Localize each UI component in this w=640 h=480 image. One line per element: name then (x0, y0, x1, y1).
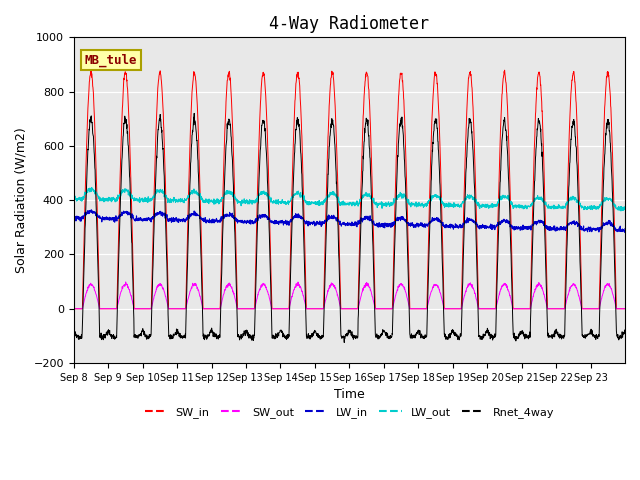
Rnet_4way (383, 330, 390, 336)
Title: 4-Way Radiometer: 4-Way Radiometer (269, 15, 429, 33)
SW_in (500, 67, 508, 73)
Line: Rnet_4way: Rnet_4way (74, 113, 625, 343)
SW_out (122, 279, 129, 285)
LW_in (516, 225, 524, 230)
Rnet_4way (340, 340, 348, 346)
Rnet_4way (516, 332, 524, 338)
LW_out (244, 201, 252, 207)
Line: SW_in: SW_in (74, 70, 625, 309)
Legend: SW_in, SW_out, LW_in, LW_out, Rnet_4way: SW_in, SW_out, LW_in, LW_out, Rnet_4way (140, 403, 559, 422)
LW_out (547, 204, 554, 210)
LW_in (70, 214, 77, 220)
Rnet_4way (614, 335, 621, 340)
SW_in (516, 306, 524, 312)
SW_in (125, 114, 132, 120)
LW_in (621, 229, 628, 235)
SW_in (383, 306, 390, 312)
Line: LW_in: LW_in (74, 210, 625, 232)
SW_out (621, 306, 629, 312)
Y-axis label: Solar Radiation (W/m2): Solar Radiation (W/m2) (15, 127, 28, 273)
SW_out (614, 306, 621, 312)
SW_out (516, 306, 524, 312)
SW_in (70, 306, 77, 312)
LW_in (125, 212, 133, 217)
SW_out (125, 287, 133, 292)
SW_out (547, 306, 554, 312)
SW_out (244, 306, 252, 312)
LW_out (617, 208, 625, 214)
Rnet_4way (244, 330, 252, 336)
Rnet_4way (70, 326, 77, 332)
Rnet_4way (547, 334, 555, 340)
LW_out (621, 204, 629, 210)
SW_out (383, 306, 390, 312)
LW_in (621, 226, 629, 231)
LW_in (244, 219, 252, 225)
X-axis label: Time: Time (334, 388, 365, 401)
LW_in (88, 207, 95, 213)
LW_in (383, 223, 390, 228)
LW_out (125, 191, 133, 197)
Rnet_4way (621, 327, 629, 333)
SW_in (621, 306, 629, 312)
Rnet_4way (190, 110, 198, 116)
LW_out (70, 197, 77, 203)
SW_in (547, 306, 554, 312)
LW_in (614, 229, 621, 235)
Line: LW_out: LW_out (74, 188, 625, 211)
LW_out (383, 203, 390, 208)
LW_out (614, 205, 621, 211)
LW_out (88, 185, 95, 191)
LW_in (547, 227, 554, 233)
SW_in (614, 306, 621, 312)
Rnet_4way (125, 154, 132, 159)
Text: MB_tule: MB_tule (85, 53, 138, 67)
LW_out (516, 202, 524, 208)
SW_in (244, 306, 252, 312)
SW_out (70, 306, 77, 312)
Line: SW_out: SW_out (74, 282, 625, 309)
